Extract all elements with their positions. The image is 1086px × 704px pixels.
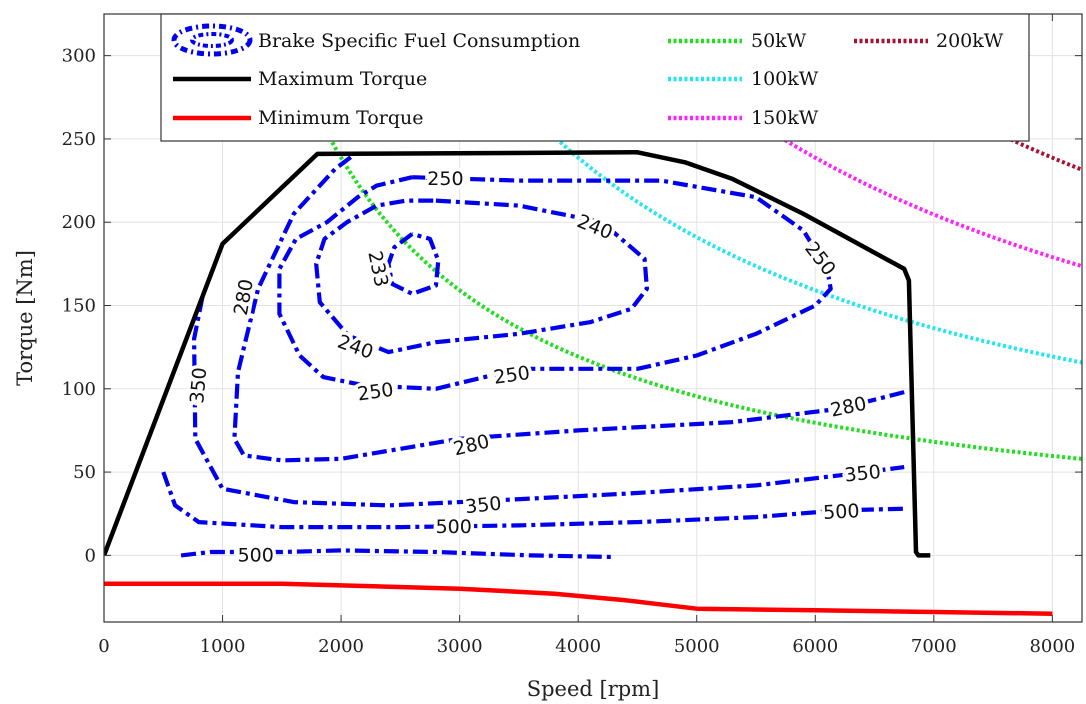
max-torque-curve [104,150,931,558]
bsfc-contour-label: 500 [238,544,274,566]
axis-ticks: 0 1000 2000 3000 4000 5000 6000 7000 8000 0 50 100 1… [62,14,1082,657]
bsfc-contour-label: 500 [823,500,860,524]
legend-label-100kw: 100kW [751,68,819,90]
bsfc-contour-label: 250 [427,168,463,190]
y-axis-title: Torque [Nm] [13,250,37,386]
x-tick-label: 7000 [911,636,957,657]
bsfc-contour-500 [180,548,614,560]
bsfc-contour-250 [277,175,833,391]
bsfc-contour-240 [314,198,649,355]
min-torque-curve [104,581,1053,616]
legend-label-bsfc: Brake Specific Fuel Consumption [258,30,580,52]
legend-entry-max-torque: Maximum Torque [173,68,427,90]
x-tick-label: 8000 [1029,636,1075,657]
legend-label-50kw: 50kW [751,30,807,52]
legend-entry-150kw: 150kW [668,107,819,129]
bsfc-contour-label: 500 [436,516,472,538]
legend-entry-200kw: 200kW [854,30,1004,52]
x-tick-label: 5000 [674,636,720,657]
legend-entry-bsfc: Brake Specific Fuel Consumption [171,23,580,57]
y-tick-label: 200 [62,212,96,233]
legend-box [160,13,1030,142]
bsfc-contour-label: 350 [464,493,502,519]
x-tick-label: 4000 [555,636,601,657]
legend-entry-100kw: 100kW [668,68,819,90]
legend-entry-min-torque: Minimum Torque [173,107,424,129]
y-tick-label: 150 [62,296,96,317]
y-tick-label: 300 [62,46,96,67]
bsfc-contour-label: 350 [186,366,211,404]
y-tick-label: 100 [62,379,96,400]
bsfc-contour-280 [232,153,905,463]
x-tick-label: 6000 [792,636,838,657]
x-tick-label: 1000 [200,636,246,657]
legend-bsfc-symbol-inner [190,32,234,48]
power-curve-50kw [276,14,1082,461]
legend-bsfc-symbol [171,23,253,57]
x-axis-title: Speed [rpm] [527,677,660,701]
legend-entry-50kw: 50kW [668,30,807,52]
bsfc-contour-500 [161,471,905,530]
bsfc-contour-350 [192,296,905,508]
x-tick-label: 2000 [318,636,364,657]
bsfc-contour-label: 350 [844,461,882,487]
legend-label-min-torque: Minimum Torque [258,107,424,129]
power-curve-150kw [623,14,1082,269]
legend-label-150kw: 150kW [751,107,819,129]
y-tick-label: 250 [62,129,96,150]
x-tick-label: 0 [98,636,109,657]
legend: Brake Specific Fuel Consumption Maximum … [160,13,1030,142]
y-tick-label: 50 [73,462,96,483]
legend-label-max-torque: Maximum Torque [258,68,427,90]
y-tick-label: 0 [85,545,96,566]
legend-label-200kw: 200kW [936,30,1004,52]
x-tick-label: 3000 [437,636,483,657]
bsfc-contour-233 [386,231,441,296]
